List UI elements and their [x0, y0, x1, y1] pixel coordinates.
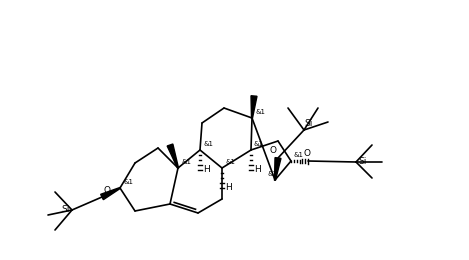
Text: &1: &1 — [123, 179, 133, 185]
Text: &1: &1 — [255, 109, 265, 115]
Text: &1: &1 — [225, 159, 235, 165]
Text: H: H — [254, 166, 261, 174]
Text: O: O — [303, 149, 310, 158]
Text: &1: &1 — [267, 171, 277, 177]
Polygon shape — [251, 96, 257, 118]
Text: H: H — [203, 166, 210, 174]
Text: &1: &1 — [254, 141, 264, 147]
Text: Si: Si — [358, 158, 366, 166]
Text: Si: Si — [304, 119, 312, 128]
Polygon shape — [167, 144, 179, 168]
Polygon shape — [274, 158, 281, 180]
Text: O: O — [269, 146, 276, 155]
Polygon shape — [101, 187, 120, 200]
Text: H: H — [225, 184, 232, 192]
Text: &1: &1 — [203, 141, 213, 147]
Text: &1: &1 — [181, 159, 191, 165]
Text: O: O — [104, 186, 111, 195]
Text: &1: &1 — [294, 152, 304, 158]
Text: Si: Si — [61, 205, 70, 214]
